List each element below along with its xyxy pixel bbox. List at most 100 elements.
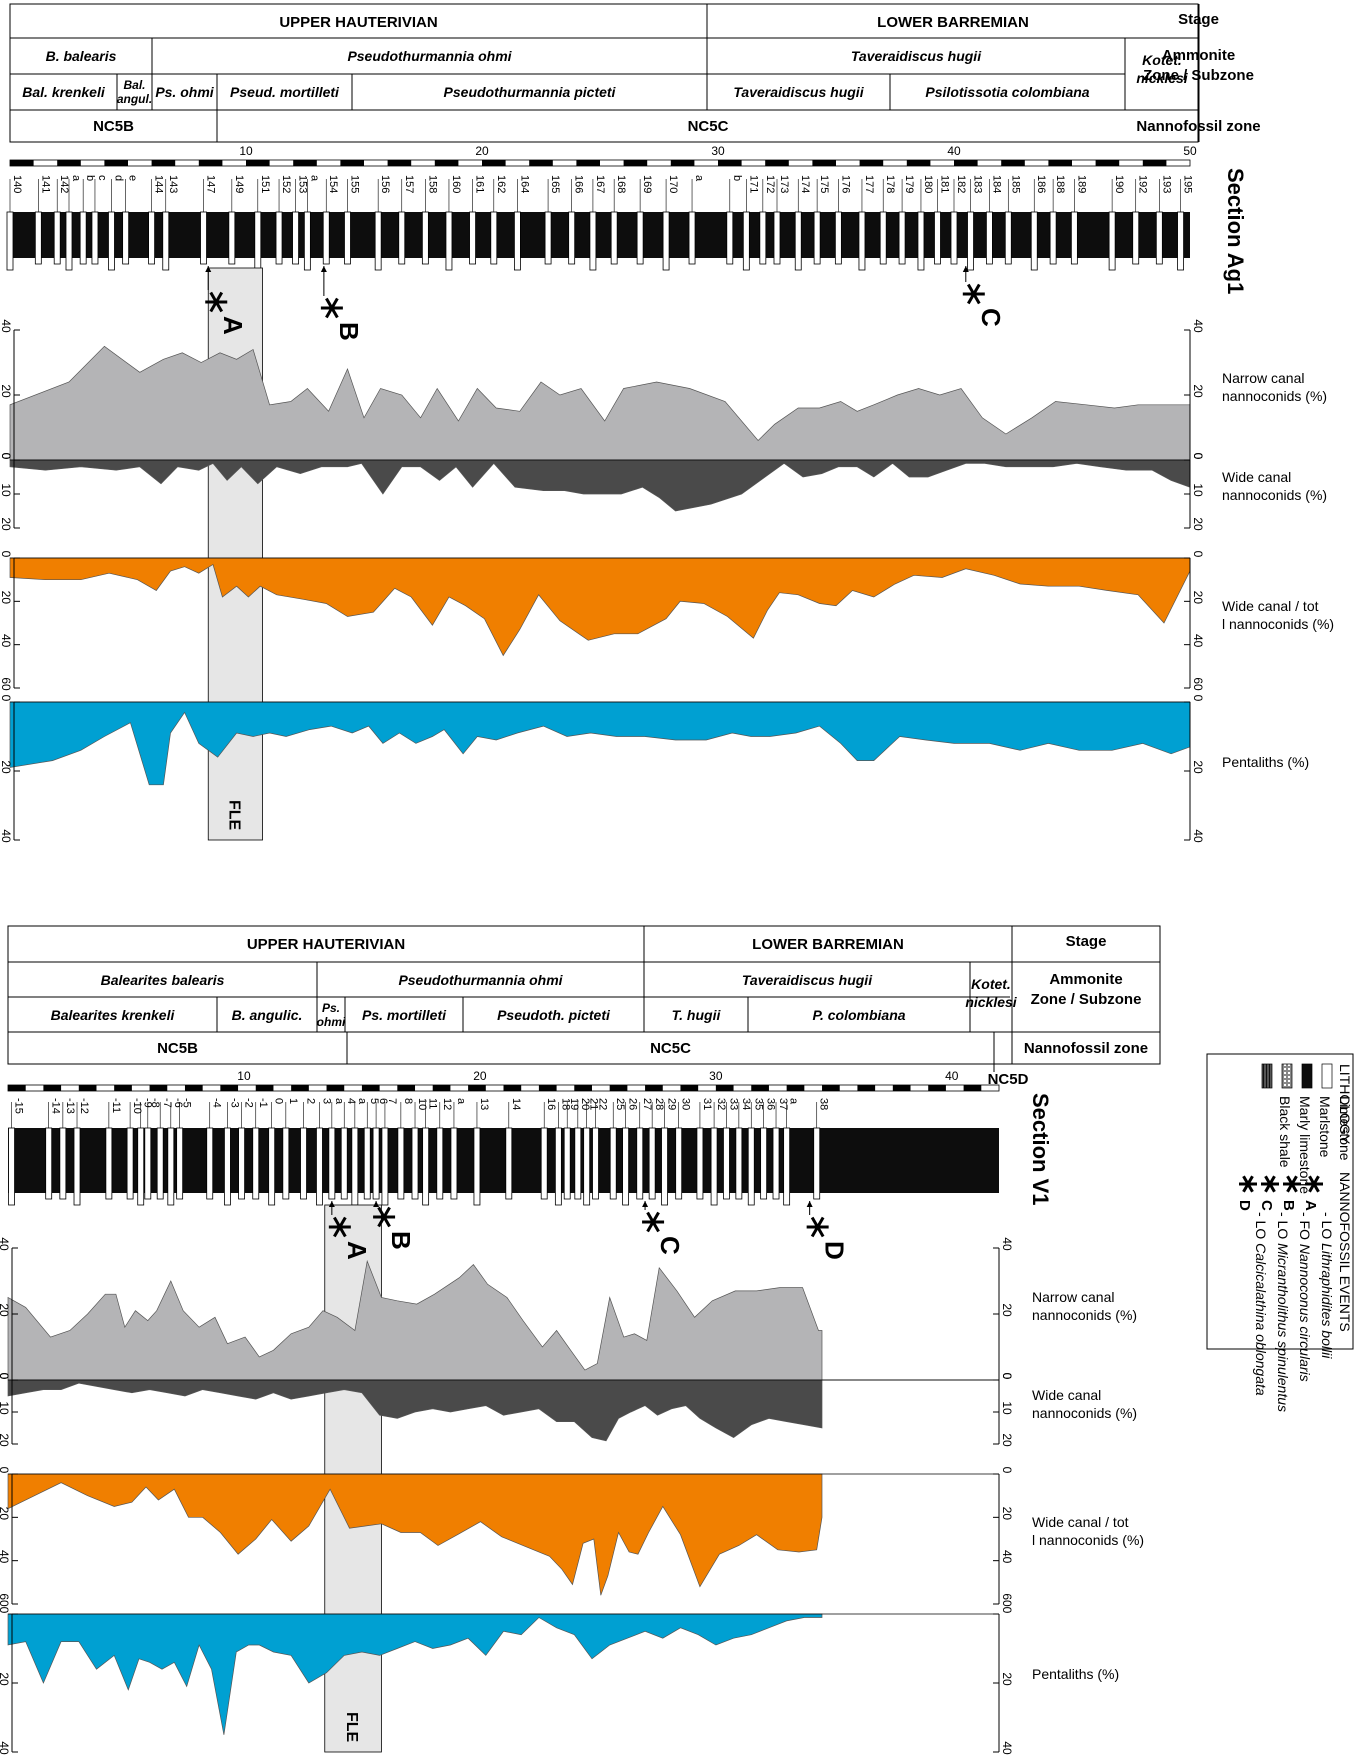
bed-14: 153 <box>292 175 309 265</box>
event-a: A <box>328 1201 372 1260</box>
bed-5: -10 <box>126 1098 143 1200</box>
bed-5: c <box>91 175 108 265</box>
bed-label: 175 <box>818 175 830 193</box>
event-d: D <box>806 1201 850 1260</box>
bed-4: -11 <box>105 1098 122 1200</box>
limestone-bed <box>436 1127 444 1200</box>
legend-event-star-icon <box>1239 1175 1257 1193</box>
limestone-bed <box>1030 211 1038 271</box>
bed-label: a <box>788 1098 800 1105</box>
bed-label: 153 <box>297 175 309 193</box>
bed-30: 13 <box>473 1098 490 1206</box>
bed-44: 182 <box>950 175 967 265</box>
bed-37: 175 <box>813 175 830 265</box>
limestone-bed <box>162 211 170 271</box>
bed-label: 169 <box>641 175 653 193</box>
bed-label: -2 <box>243 1098 255 1108</box>
limestone-bed <box>351 1127 359 1206</box>
bed-label: -1 <box>257 1098 269 1108</box>
bed-35: 173 <box>773 175 790 265</box>
bed-label: 38 <box>818 1098 830 1110</box>
bed-51: a <box>783 1098 800 1206</box>
limestone-bed <box>747 1127 755 1206</box>
limestone-bed <box>986 211 993 265</box>
panel-label-line1: Narrow canal <box>1222 370 1304 386</box>
bed-label: 189 <box>1075 175 1087 193</box>
y-tick-left-40: 40 <box>0 1237 11 1251</box>
y-tick-left-40: 40 <box>0 319 13 333</box>
legend-event-0: - LO Lithraphidites bollii <box>1319 1212 1335 1359</box>
bed-21: 160 <box>445 175 462 271</box>
limestone-bed <box>760 1127 768 1200</box>
y-tick-left-40: 40 <box>0 634 13 648</box>
panel-1: 0 0 10 10 20 20 Wide canal nannoconids (%) <box>0 1373 1137 1447</box>
bed-label: -3 <box>228 1098 240 1108</box>
legend-swatch-3 <box>1261 1063 1273 1089</box>
y-tick-right-20: 20 <box>1191 591 1205 605</box>
bed-label: 158 <box>426 175 438 193</box>
limestone-bed <box>609 1127 617 1200</box>
bed-label: 34 <box>740 1098 752 1110</box>
bed-label: a <box>308 175 320 182</box>
limestone-bed <box>773 211 781 265</box>
subzone-6: P. colombiana <box>812 1007 905 1023</box>
y-tick-left-40: 40 <box>0 1550 11 1564</box>
bed-1: -14 <box>45 1098 62 1200</box>
y-tick-left-0: 0 <box>0 1467 11 1474</box>
legend-event-mark-0: A <box>1302 1200 1319 1211</box>
bed-label: 26 <box>627 1098 639 1110</box>
subzone-0: Balearites krenkeli <box>51 1007 176 1023</box>
y-tick-right-10: 10 <box>1000 1401 1014 1415</box>
ammonite-zone-0: Balearites balearis <box>101 972 225 988</box>
bed-label: 156 <box>379 175 391 193</box>
limestone-bed <box>636 1127 644 1200</box>
limestone-bed <box>303 211 311 271</box>
limestone-bed <box>224 1127 231 1206</box>
bed-39: 26 <box>622 1098 639 1206</box>
limestone-bed <box>340 1127 348 1200</box>
limestone-bed <box>583 1127 591 1206</box>
bed-label: 21 <box>588 1098 600 1110</box>
y-tick-right-40: 40 <box>1191 319 1205 333</box>
stage-upper-hauterivian: UPPER HAUTERIVIAN <box>279 14 437 31</box>
y-tick-right-0: 0 <box>1000 1373 1014 1380</box>
bed-53: 193 <box>1155 175 1172 265</box>
bed-24: 164 <box>514 175 530 271</box>
event-label: B <box>334 322 364 341</box>
limestone-bed <box>105 1127 113 1200</box>
limestone-bed <box>696 1127 704 1200</box>
legend-event-mark-2: C <box>1258 1200 1275 1211</box>
bed-label: b <box>84 175 96 181</box>
limestone-bed <box>675 1127 683 1200</box>
panel-label-line1: Wide canal / tot <box>1222 598 1319 614</box>
bed-label: 149 <box>233 175 245 193</box>
bed-44: 31 <box>696 1098 713 1200</box>
event-a: A <box>205 266 248 335</box>
ammonite-zone-0: B. balearis <box>46 48 117 64</box>
header-frame <box>7 925 1161 1065</box>
panel-label-line2: l nannoconids (%) <box>1222 616 1334 632</box>
bed-label: 140 <box>11 175 23 193</box>
bed-50: 37 <box>772 1098 789 1200</box>
bed-label: e <box>127 175 139 181</box>
subzone-2: Ps. ohmi <box>155 84 214 100</box>
subzone-0: Bal. krenkeli <box>22 84 106 100</box>
bed-label: 174 <box>799 175 811 193</box>
subzone-3: Pseud. mortilleti <box>230 84 340 100</box>
limestone-bed <box>167 1127 175 1206</box>
limestone-bed <box>328 1127 336 1200</box>
y-tick-left-10: 10 <box>0 483 13 497</box>
ammonite-zone-1: Pseudothurmannia ohmi <box>398 972 563 988</box>
limestone-bed <box>91 211 99 265</box>
zone-column-title-2: Zone / Subzone <box>1031 991 1142 1008</box>
header-frame <box>9 3 1199 143</box>
bed-label: 16 <box>545 1098 557 1110</box>
bed-label: -14 <box>50 1098 62 1114</box>
bed-label: 0 <box>273 1098 285 1104</box>
bed-27: 167 <box>589 175 606 271</box>
bed-label: 6 <box>377 1098 389 1104</box>
y-tick-right-0: 0 <box>1191 695 1205 702</box>
bed-26: 166 <box>568 175 585 265</box>
bed-3: -12 <box>73 1098 90 1206</box>
limestone-bed <box>879 211 887 265</box>
